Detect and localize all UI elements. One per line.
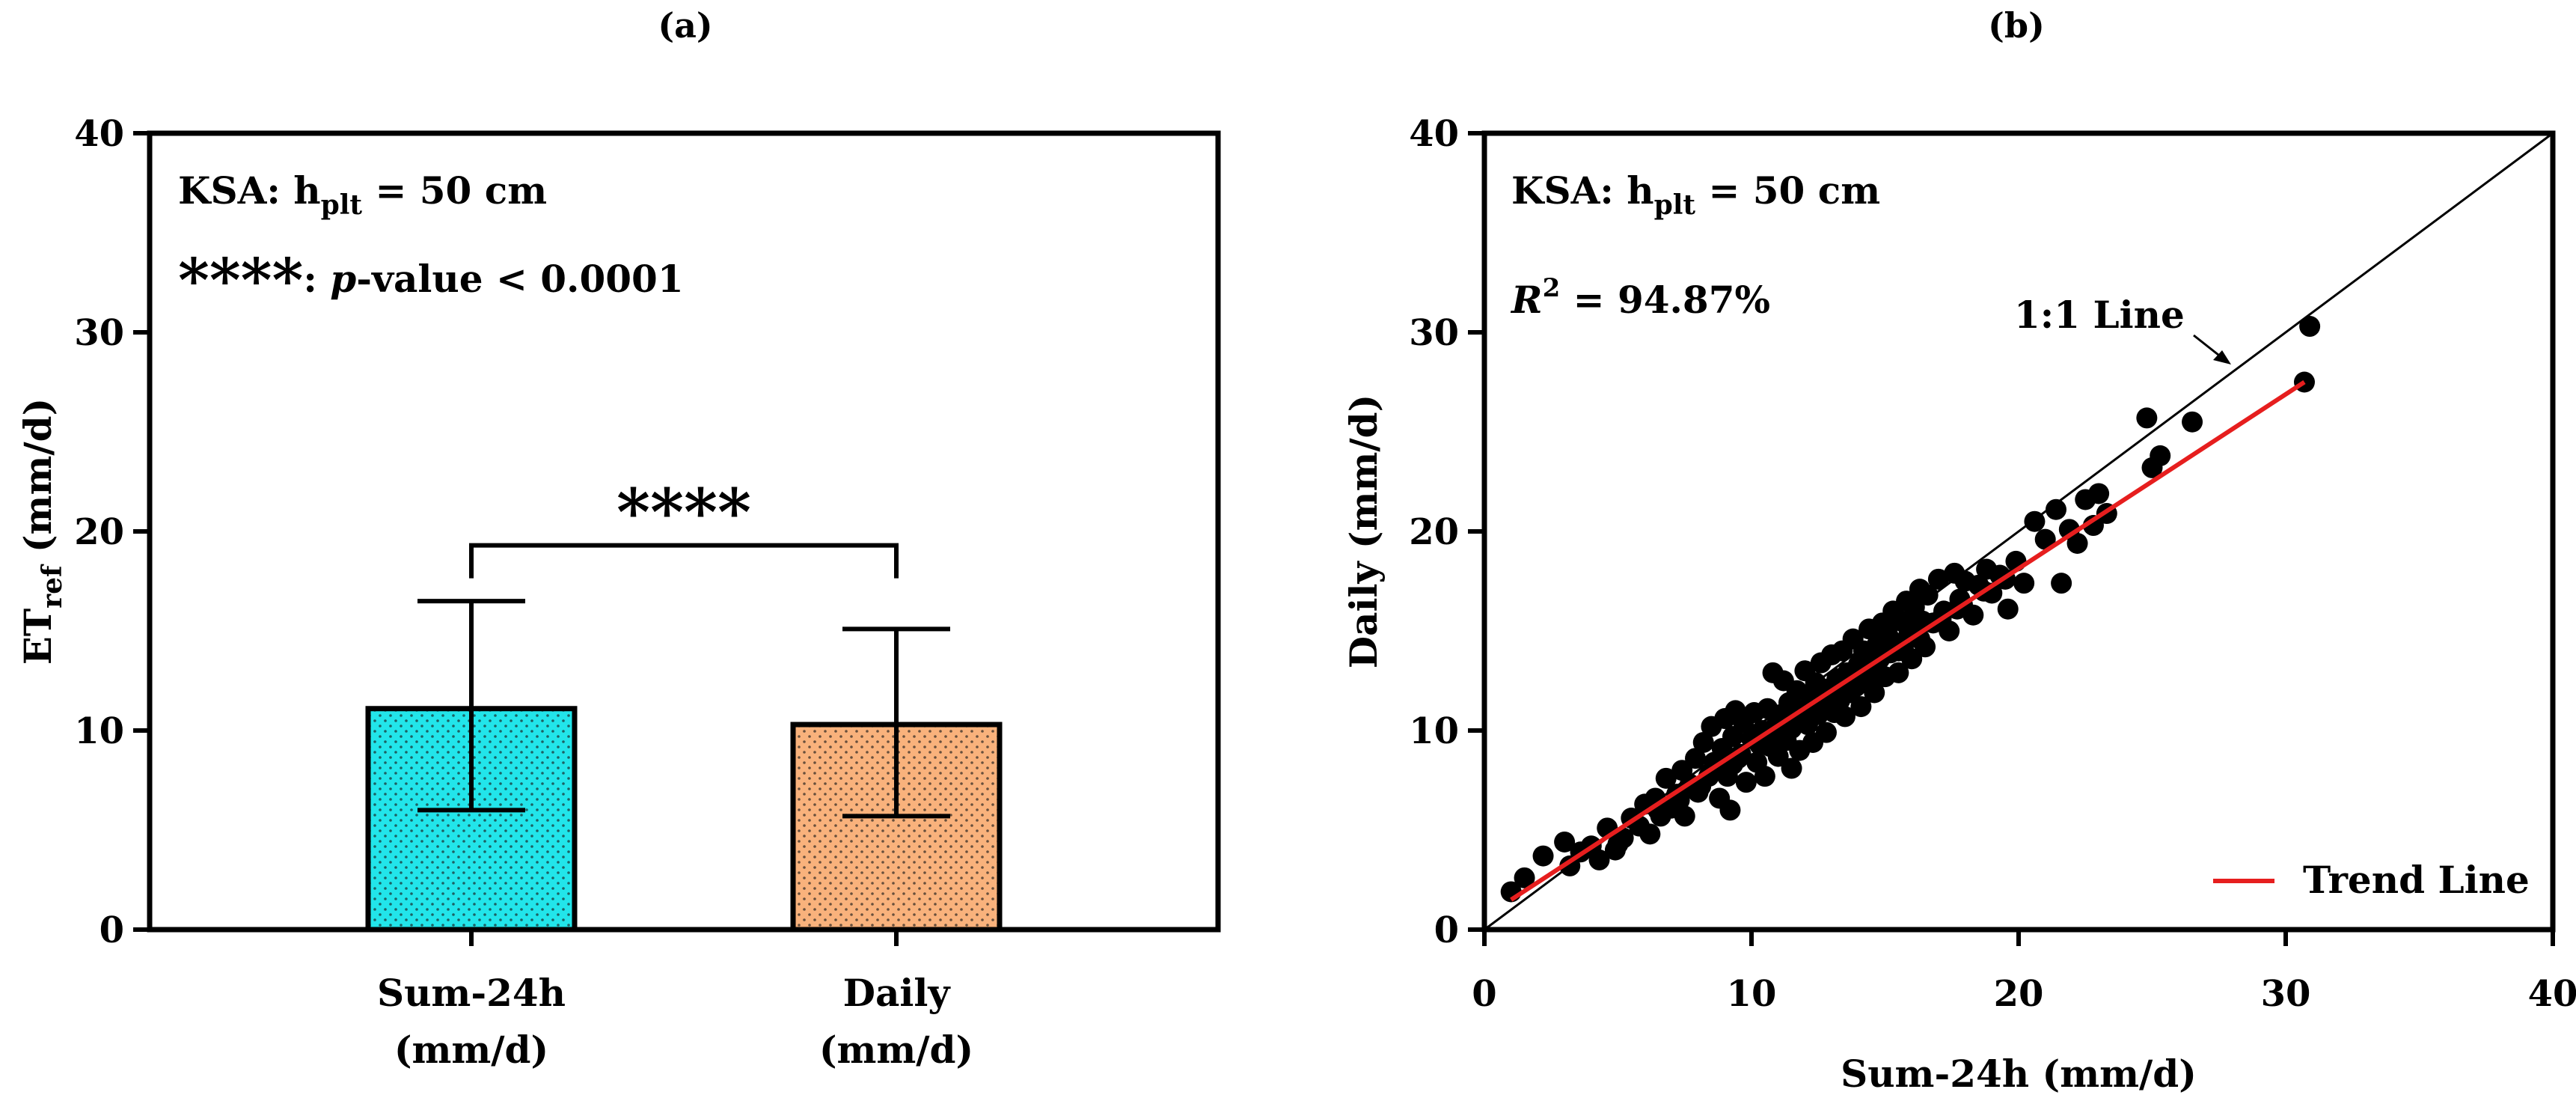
data-point [1927, 568, 1949, 590]
data-point [1850, 696, 1872, 718]
panel-b-x-tick-label: 20 [1994, 973, 2044, 1015]
panel-a-y-tick-label: 40 [74, 113, 124, 155]
panel-a-significance-note: ****: p-value < 0.0001 [178, 245, 684, 315]
panel-b-plot-frame [1481, 130, 2556, 933]
panel-a-y-tick-label: 10 [74, 710, 124, 752]
panel-b-y-tick-label: 20 [1409, 511, 1459, 553]
panel-a-y-tick-label: 20 [74, 511, 124, 553]
data-point [2066, 532, 2088, 554]
panel-a-label: (a) [658, 5, 712, 46]
data-point [1781, 757, 1802, 779]
data-point [1554, 831, 1576, 853]
panel-b-site-annotation: KSA: hplt = 50 cm [1511, 168, 1880, 221]
panel-a-bar-chart: (a) 0 10 20 30 40 Sum-24h (mm/d) Daily (mm/d) *… [16, 5, 1221, 1072]
data-point [1834, 706, 1855, 728]
panel-a-category-unit: (mm/d) [394, 1028, 548, 1072]
data-point [2034, 528, 2056, 550]
data-point [2082, 515, 2104, 537]
legend-trend-label: Trend Line [2303, 858, 2530, 902]
data-point [2088, 483, 2110, 504]
data-point [1861, 674, 1882, 695]
panel-b-x-tick-label: 0 [1472, 973, 1496, 1015]
panel-b-x-tick-label: 40 [2528, 973, 2576, 1015]
data-point [1514, 867, 1535, 888]
legend: Trend Line [2213, 858, 2530, 902]
panel-b-x-tick-label: 10 [1727, 973, 1777, 1015]
r-squared-annotation: R2 = 94.87% [1510, 273, 1770, 322]
panel-b-x-axis: 0 10 20 30 40 [1472, 930, 2576, 1015]
significance-stars: **** [617, 475, 751, 551]
data-point [1607, 833, 1629, 855]
data-point [1735, 772, 1757, 793]
data-point [1767, 745, 1789, 767]
data-point [1706, 760, 1728, 781]
significance-bracket [469, 543, 899, 579]
panel-a-category-label: Daily [843, 971, 952, 1015]
one-to-one-arrow [2193, 334, 2231, 365]
panel-b-y-axis-label: Daily (mm/d) [1341, 394, 1386, 669]
data-point [2150, 445, 2171, 466]
panel-a-site-annotation: KSA: hplt = 50 cm [178, 168, 547, 221]
data-point [1588, 849, 1610, 870]
panel-a-x-axis: Sum-24h (mm/d) Daily (mm/d) [377, 930, 973, 1072]
panel-b-label: (b) [1988, 5, 2045, 46]
data-point [1781, 718, 1802, 739]
data-point [1754, 766, 1775, 787]
data-point [1888, 662, 1909, 683]
panel-b-scatter-chart: (b) 0 10 20 30 40 0 10 20 30 40 KSA: hplt = 50 c… [1341, 5, 2576, 1096]
data-point [2024, 510, 2046, 532]
data-point [1655, 767, 1677, 789]
panel-a-y-tick-label: 0 [100, 909, 124, 951]
data-point [2182, 411, 2203, 433]
trend-line [1510, 379, 2306, 902]
data-point [1532, 845, 1554, 867]
data-point [2045, 498, 2066, 520]
panel-b-y-tick-label: 0 [1434, 909, 1459, 951]
data-point [2299, 316, 2321, 338]
data-point [1997, 598, 2019, 620]
data-point [1639, 823, 1661, 845]
panel-a-category-label: Sum-24h [377, 971, 566, 1015]
data-point [1685, 748, 1707, 769]
panel-b-x-axis-label: Sum-24h (mm/d) [1841, 1052, 2197, 1096]
panel-a-category-unit: (mm/d) [819, 1028, 973, 1072]
data-point [1815, 722, 1837, 743]
panel-b-x-tick-label: 30 [2261, 973, 2311, 1015]
data-point [1903, 614, 1925, 636]
data-point [1674, 805, 1695, 827]
data-point [1692, 731, 1714, 753]
panel-a-y-tick-label: 30 [74, 312, 124, 354]
data-point [1917, 585, 1939, 606]
data-point [2013, 573, 2035, 594]
panel-a-y-axis: 0 10 20 30 40 [74, 113, 150, 951]
panel-b-y-tick-label: 40 [1409, 113, 1459, 155]
panel-a-y-axis-label: ETref (mm/d) [16, 398, 68, 665]
panel-b-y-tick-label: 10 [1409, 710, 1459, 752]
data-point [2136, 407, 2158, 429]
one-to-one-label: 1:1 Line [2014, 293, 2185, 337]
panel-b-points [1500, 316, 2321, 903]
data-point [1719, 799, 1741, 821]
panel-b-y-axis: 0 10 20 30 40 [1409, 113, 1484, 951]
panel-a-bars [365, 599, 1003, 933]
data-point [2051, 573, 2072, 594]
panel-b-y-tick-label: 30 [1409, 312, 1459, 354]
